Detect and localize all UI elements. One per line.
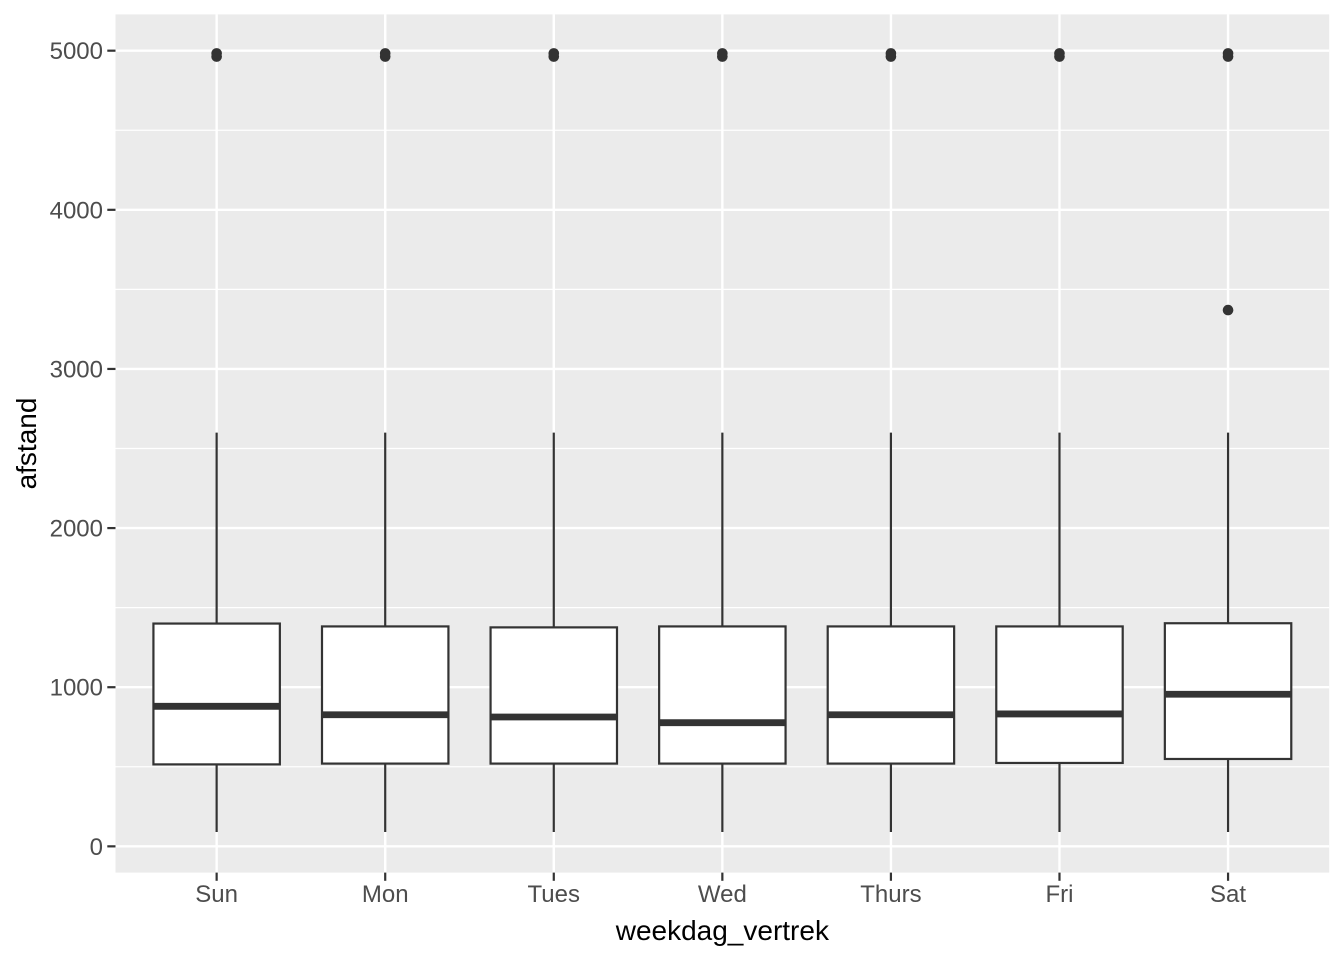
iqr-box	[320, 625, 450, 765]
x-tick-label: Sat	[1210, 881, 1246, 908]
y-tick-label: 4000	[50, 197, 103, 224]
x-tick-label: Sun	[195, 881, 238, 908]
outlier-dot	[1222, 48, 1234, 59]
y-tick-label: 3000	[50, 356, 103, 383]
outlier-dot	[717, 48, 728, 59]
outlier-dot	[211, 48, 222, 59]
iqr-box	[489, 626, 619, 765]
x-tick-label: Mon	[362, 881, 409, 908]
boxplot-mon	[320, 48, 450, 833]
y-tick-label: 0	[90, 834, 103, 861]
y-axis-title: afstand	[11, 398, 42, 490]
outlier-dot	[1222, 304, 1234, 316]
boxplot-tues	[489, 48, 619, 833]
outlier-dot	[1054, 48, 1065, 59]
y-tick-label: 5000	[50, 38, 103, 65]
boxplot-sat	[1163, 48, 1293, 833]
x-tick-label: Thurs	[860, 881, 921, 908]
boxplot-sun	[152, 48, 281, 833]
iqr-box	[826, 625, 956, 765]
x-tick-label: Wed	[698, 881, 747, 908]
iqr-box	[995, 625, 1124, 765]
outlier-dot	[548, 48, 560, 59]
y-tick-label: 1000	[50, 675, 103, 702]
boxplot-wed	[658, 48, 787, 833]
x-tick-label: Fri	[1045, 881, 1073, 908]
boxplot-thurs	[826, 48, 956, 833]
outlier-dot	[885, 48, 897, 59]
boxplot-fri	[995, 48, 1124, 833]
outlier-dot	[379, 48, 391, 59]
x-tick-label: Tues	[528, 881, 580, 908]
y-tick-label: 2000	[50, 516, 103, 543]
x-axis-title: weekdag_vertrek	[615, 915, 830, 946]
iqr-box	[658, 625, 787, 765]
iqr-box	[152, 622, 281, 766]
